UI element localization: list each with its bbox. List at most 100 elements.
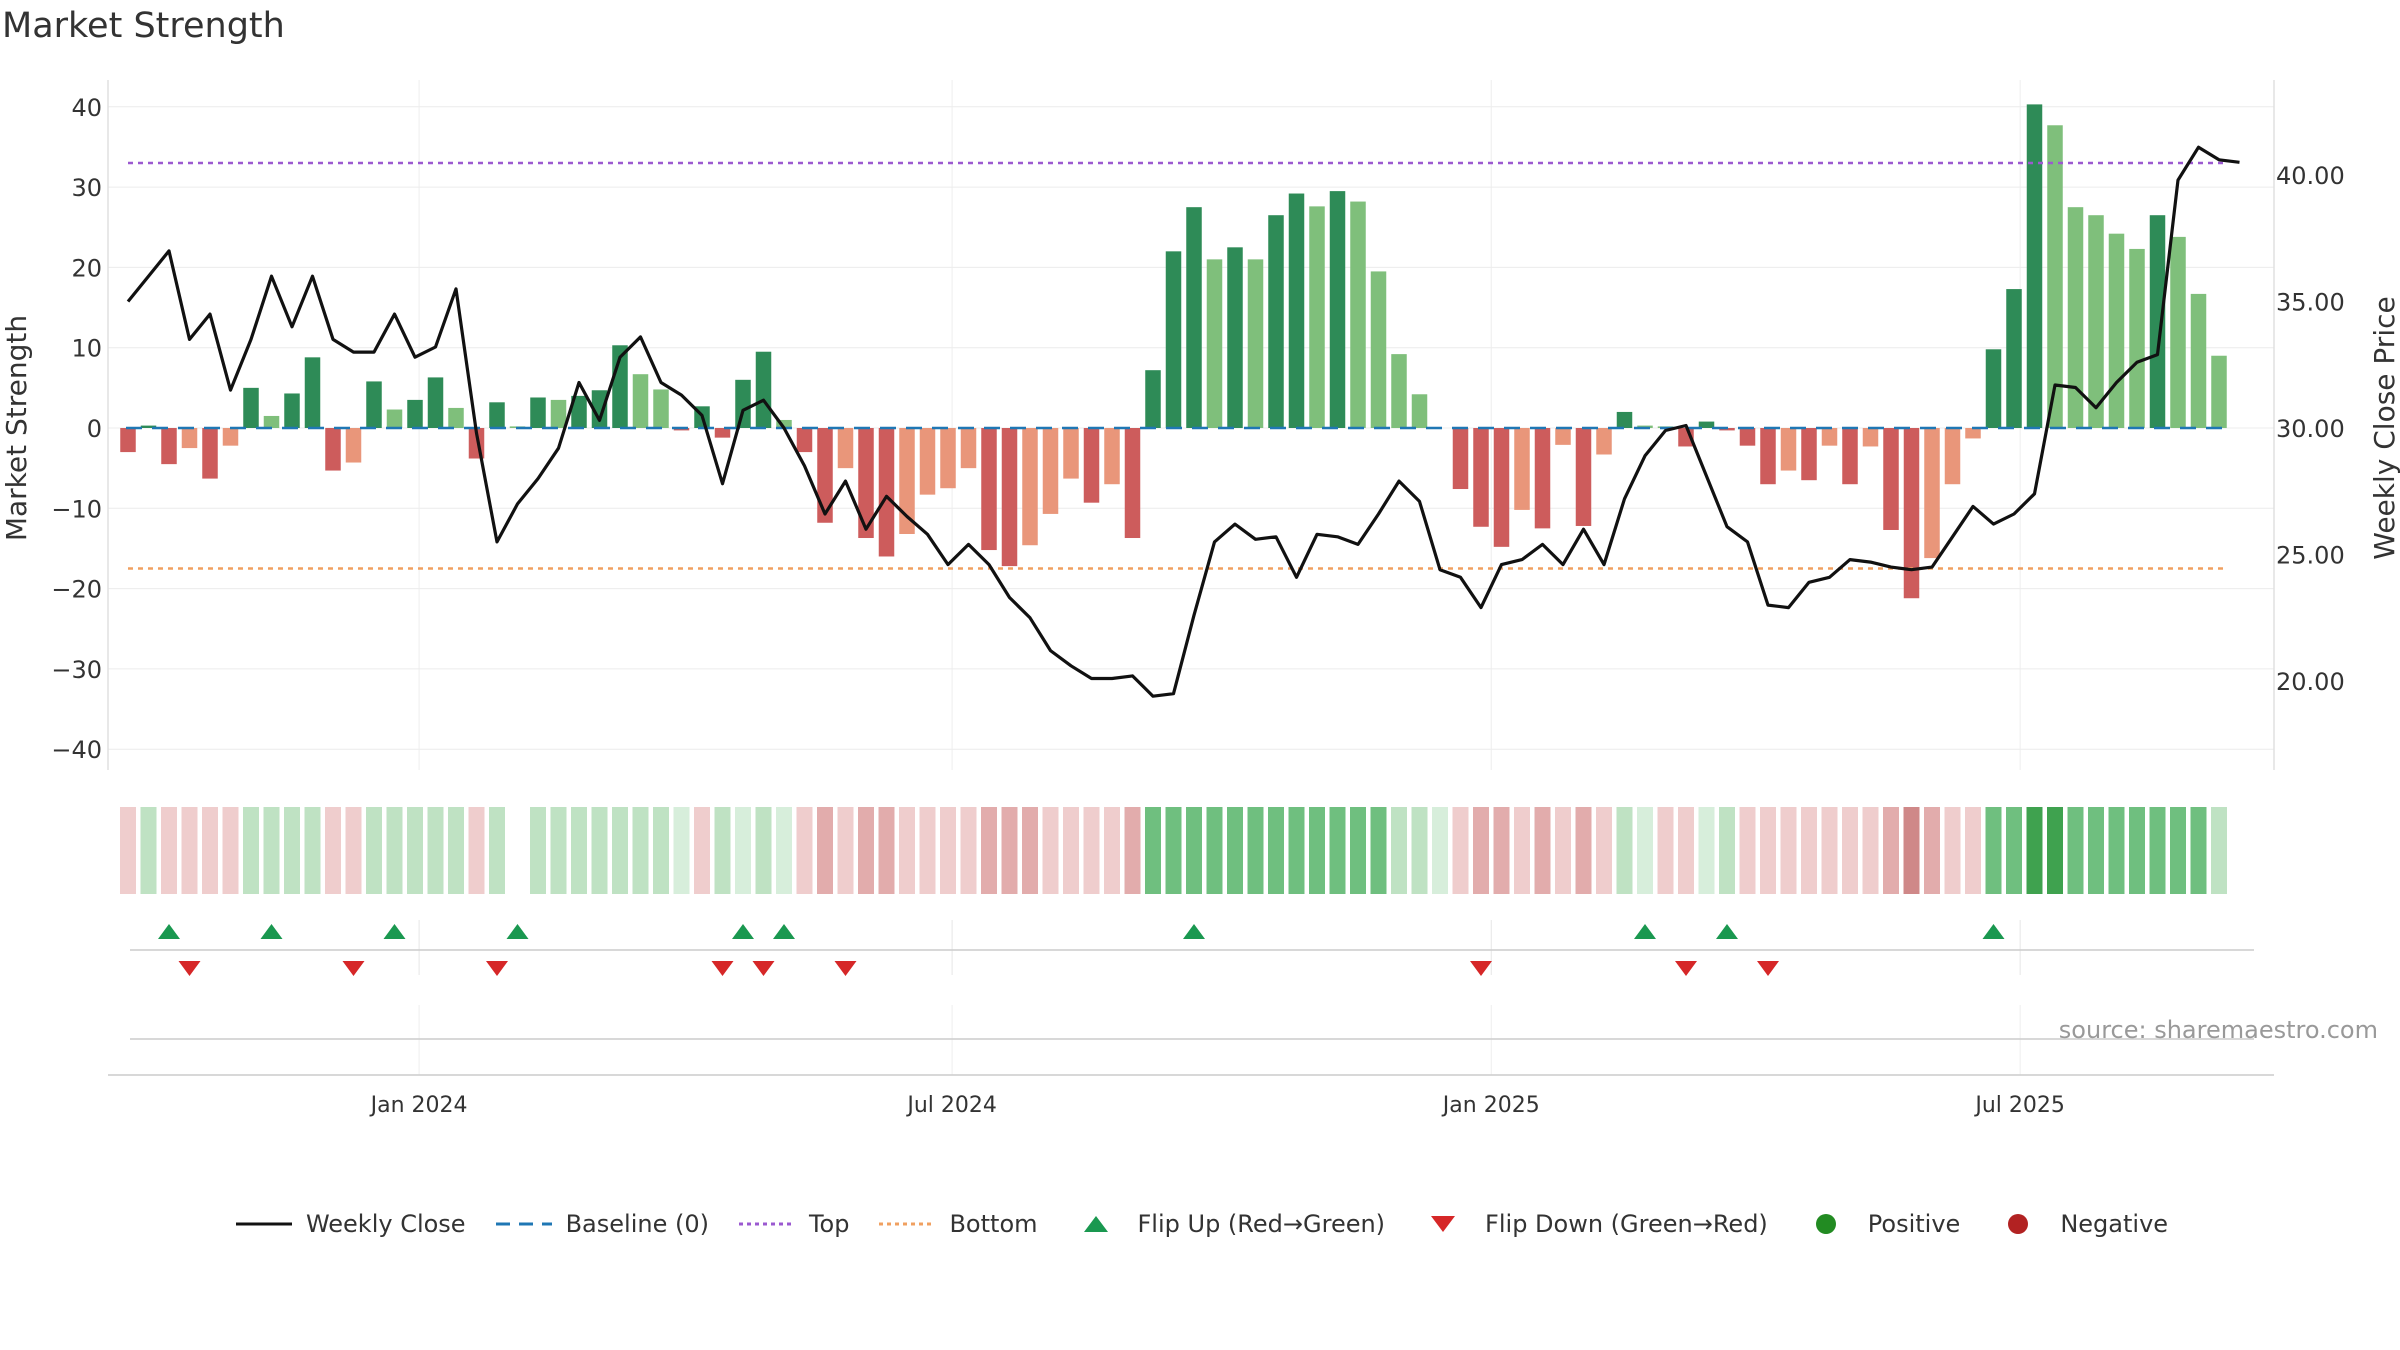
strength-bar [2129,248,2145,428]
strength-bar [1022,428,1038,546]
strength-bar [940,428,956,489]
strength-bar [448,407,464,428]
strip-cell [1698,807,1715,894]
strip-cell [2190,807,2207,894]
strip-cell [2006,807,2022,894]
flip-down-marker [752,961,775,976]
strip-cell [1370,807,1387,894]
strength-bar [796,428,813,453]
strength-bar [1083,428,1100,503]
flip-down-marker [1757,961,1779,976]
strip-cell [120,807,136,894]
right-axis-ticks: 40.00 35.00 30.00 25.00 20.00 [2276,162,2345,696]
strip-cell [735,807,751,894]
flip-down-marker [486,961,508,976]
strength-bar [1616,411,1633,428]
strength-strip [120,807,2227,894]
flip-down-marker [1470,961,1492,976]
strength-bar [1288,193,1305,428]
strength-bar [1329,191,1346,428]
strip-cell [1206,807,1223,894]
strip-cell [304,807,321,894]
legend-symbol-icon [735,1210,799,1238]
legend-label: Baseline (0) [565,1210,709,1238]
strip-cell [591,807,608,894]
strength-bar [735,379,751,428]
strength-bar [1760,428,1776,485]
legend-symbol-icon [1064,1210,1128,1238]
legend-label: Bottom [949,1210,1038,1238]
legend-symbol-icon [492,1210,556,1238]
flip-up-marker [1634,924,1656,939]
strength-bar [181,428,198,449]
x-tick-label: Jan 2025 [1441,1093,1540,1118]
strength-bar [1452,428,1469,490]
strip-cell [2047,807,2063,894]
legend-symbol-icon [1794,1210,1858,1238]
y-axis-title: Market Strength [0,315,33,541]
strip-cell [1247,807,1264,894]
strength-bar [1821,428,1838,446]
strip-cell [2026,807,2043,894]
strength-bar [1165,251,1182,428]
strength-bar [714,428,731,438]
legend-item: Negative [1986,1210,2168,1238]
legend-label: Top [808,1210,850,1238]
strip-cell [1083,807,1100,894]
strength-bar [1206,259,1223,428]
strength-bars [120,104,2227,599]
strip-cell [612,807,628,894]
flip-up-marker [260,924,283,939]
strip-cell [1965,807,1981,894]
strip-cell [243,807,259,894]
strength-bar [284,393,300,428]
strength-bar [345,428,362,463]
strength-bar [202,428,218,479]
strength-bar [2067,207,2084,428]
y2-tick-label: 35.00 [2276,289,2345,317]
left-axis-ticks: 40 30 20 10 0 −10 −20 −30 −40 [51,94,102,764]
strength-bar [1063,428,1079,479]
strip-cell [858,807,874,894]
x-tick-label: Jul 2025 [1973,1093,2065,1118]
y2-tick-label: 25.00 [2276,542,2345,570]
y-tick-label: 30 [71,174,102,202]
legend-item: Baseline (0) [492,1210,709,1238]
strength-bar [1903,428,1920,599]
strip-cell [489,807,505,894]
strength-bar [1391,354,1407,428]
legend-label: Flip Down (Green→Red) [1485,1210,1768,1238]
strip-cell [1883,807,1899,894]
strip-cell [427,807,444,894]
strip-cell [694,807,710,894]
strip-cell [1432,807,1448,894]
strip-cell [1309,807,1325,894]
strength-bar [632,374,649,428]
strip-cell [1001,807,1018,894]
strength-bar [1575,428,1592,526]
strength-bar [858,428,874,539]
y-tick-label: 0 [87,415,102,443]
strength-bar [1473,428,1489,527]
strip-cell [181,807,198,894]
y-tick-label: −40 [51,736,102,764]
y-tick-label: −30 [51,656,102,684]
strength-bar [489,402,505,428]
strength-bar [1944,428,1961,485]
flip-up-marker [1183,924,1205,939]
strength-bar [1965,428,1981,439]
strip-cell [2170,807,2186,894]
x-tick-label: Jul 2024 [905,1093,997,1118]
strength-bar [1555,428,1571,445]
strip-cell [468,807,485,894]
strip-cell [325,807,341,894]
legend-item: Positive [1794,1210,1960,1238]
strip-cell [1678,807,1694,894]
strip-cell [1268,807,1284,894]
strip-cell [2149,807,2166,894]
y-tick-label: 10 [71,335,102,363]
strength-bar [1001,428,1018,567]
strip-cell [960,807,977,894]
strip-cell [1350,807,1366,894]
